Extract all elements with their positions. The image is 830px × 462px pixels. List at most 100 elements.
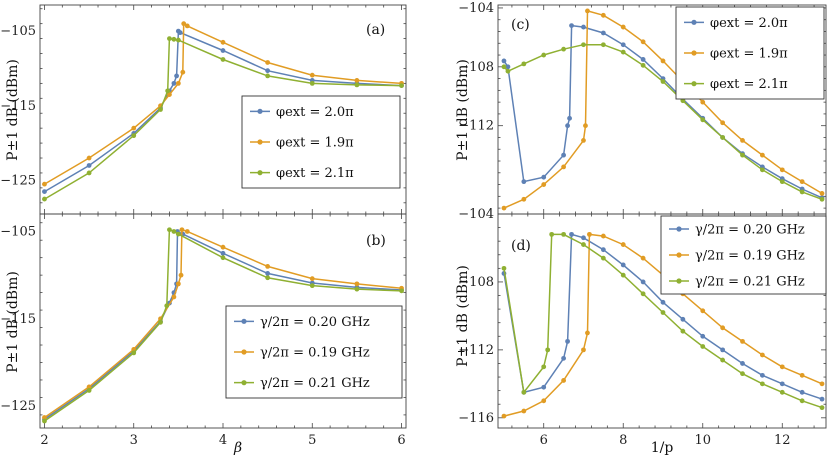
legend-swatch-marker — [241, 380, 247, 386]
data-point — [569, 23, 574, 29]
legend-entry: φext = 1.9π — [710, 47, 788, 62]
data-point — [309, 72, 315, 78]
data-point — [220, 250, 226, 256]
x-axis-label: 1/p — [651, 440, 674, 456]
panel-d: 6 8 10 12 −104 −108 −112 −116 P±1 dB (dBm) 1/p (d)… — [455, 207, 827, 456]
legend-swatch-marker — [257, 170, 263, 176]
data-point — [779, 381, 785, 387]
panel-label: (b) — [366, 233, 386, 249]
data-point — [309, 276, 315, 282]
data-point — [581, 235, 586, 241]
data-point — [265, 68, 271, 74]
data-point — [181, 21, 187, 27]
data-point — [42, 415, 47, 420]
data-point — [167, 227, 172, 233]
x-tick-label: 12 — [774, 433, 791, 448]
data-point — [680, 328, 686, 334]
series-line — [503, 43, 823, 201]
data-point — [42, 418, 47, 424]
series-b-2 — [42, 227, 404, 424]
y-tick-label: −112 — [458, 119, 494, 134]
data-point — [740, 152, 745, 158]
panel-label: (a) — [366, 22, 385, 38]
data-point — [561, 152, 566, 158]
data-point — [660, 79, 666, 84]
data-point — [565, 123, 570, 129]
data-point — [180, 69, 186, 75]
legend-swatch-marker — [691, 19, 697, 25]
data-point — [171, 294, 177, 300]
data-point — [585, 330, 590, 336]
data-point — [561, 378, 566, 383]
data-point — [620, 272, 626, 278]
data-point — [501, 265, 507, 271]
data-point — [779, 179, 785, 185]
data-point — [799, 179, 805, 185]
data-point — [220, 48, 226, 53]
data-point — [561, 231, 566, 237]
x-tick-label: 8 — [619, 433, 627, 448]
series-line — [44, 230, 402, 420]
data-point — [175, 37, 181, 43]
legend-entry: φext = 2.1π — [276, 166, 354, 181]
data-point — [177, 30, 183, 36]
legend-a: φext = 2.0π φext = 1.9π φext = 2.1π — [241, 95, 401, 189]
data-point — [541, 52, 547, 58]
data-point — [505, 68, 511, 74]
data-point — [680, 316, 686, 322]
data-point — [265, 264, 271, 269]
series-line — [44, 29, 402, 193]
data-point — [720, 135, 726, 140]
panel-b: 2 3 4 5 6 −105 −115 −125 P±1 dB (dBm) β (b) γ/2π = … — [0, 213, 407, 456]
data-point — [779, 389, 785, 395]
data-point — [167, 92, 172, 97]
legend-d: γ/2π = 0.20 GHz γ/2π = 0.19 GHz γ/2π = 0.2… — [660, 215, 827, 295]
legend-entry: γ/2π = 0.20 GHz — [695, 223, 805, 238]
legend-swatch-marker — [241, 349, 247, 355]
y-tick-label: −105 — [0, 224, 36, 239]
legend-box — [225, 305, 403, 399]
y-tick-label: −125 — [0, 173, 36, 188]
data-point — [759, 372, 765, 378]
data-point — [131, 133, 137, 139]
series-line — [44, 22, 402, 185]
data-point — [720, 120, 726, 126]
panel-label: (d) — [511, 238, 531, 254]
data-point — [42, 196, 47, 202]
data-point — [759, 167, 765, 173]
data-point — [178, 272, 184, 278]
data-point — [587, 231, 592, 237]
legend-swatch-marker — [241, 318, 247, 324]
x-tick-label: 6 — [397, 433, 405, 448]
y-axis-label: P±1 dB (dBm) — [5, 271, 21, 373]
data-point — [660, 58, 666, 64]
data-point — [740, 338, 745, 344]
y-tick-label: −108 — [458, 60, 494, 75]
data-point — [600, 247, 606, 253]
data-point — [640, 39, 646, 45]
data-point — [549, 231, 555, 237]
data-point — [581, 42, 586, 48]
data-point — [640, 279, 646, 285]
data-point — [545, 347, 551, 353]
y-tick-label: −104 — [458, 207, 494, 222]
data-point — [175, 231, 181, 237]
data-point — [569, 231, 574, 237]
legend-entry: φext = 2.0π — [710, 16, 788, 31]
data-point — [680, 98, 686, 104]
data-point — [583, 123, 588, 129]
data-point — [501, 64, 507, 70]
legend-swatch-marker — [257, 139, 263, 145]
data-point — [799, 372, 805, 378]
data-point — [561, 46, 566, 52]
data-point — [620, 24, 626, 30]
legend-swatch-marker — [676, 226, 682, 232]
y-axis-label: P±1 dB (dBm) — [455, 265, 471, 367]
data-point — [175, 281, 181, 287]
data-point — [581, 242, 586, 247]
data-point — [220, 39, 226, 45]
data-point — [541, 364, 547, 370]
series-a-1 — [42, 21, 404, 187]
data-point — [620, 49, 626, 55]
